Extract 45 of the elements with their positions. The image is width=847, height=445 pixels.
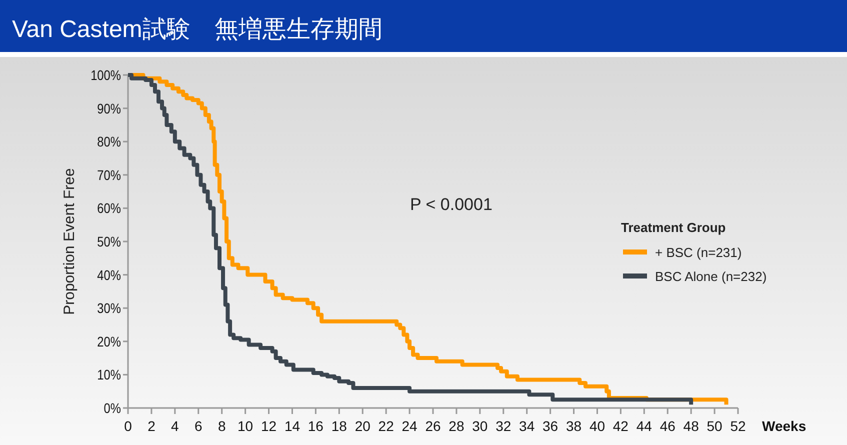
x-tick-label: 16 — [308, 418, 324, 434]
legend-label: + BSC (n=231) — [655, 245, 742, 260]
x-tick-label: 28 — [448, 418, 464, 434]
y-tick-label: 30% — [97, 300, 122, 316]
y-tick-label: 70% — [97, 166, 122, 184]
legend-title: Treatment Group — [621, 220, 726, 235]
legend-label: BSC Alone (n=232) — [655, 269, 767, 284]
x-tick-label: 10 — [238, 418, 254, 434]
x-tick-label: 12 — [260, 418, 277, 434]
x-tick-label: 48 — [683, 418, 700, 434]
x-tick-label: 32 — [496, 418, 512, 434]
x-tick-label: 40 — [589, 418, 606, 434]
y-tick-label: 50% — [97, 234, 122, 250]
x-tick-label: 4 — [171, 418, 180, 434]
x-tick-label: 2 — [148, 418, 156, 434]
y-tick-label: 60% — [97, 200, 122, 216]
x-tick-label: 24 — [402, 418, 418, 434]
y-tick-label: 10% — [97, 366, 122, 383]
x-tick-label: 8 — [218, 418, 226, 434]
x-tick-label: 20 — [354, 418, 371, 434]
x-tick-label: 44 — [636, 418, 652, 434]
x-tick-label: 22 — [378, 418, 394, 434]
x-tick-label: 42 — [612, 418, 629, 434]
y-tick-label: 20% — [97, 333, 122, 350]
x-tick-label: 52 — [730, 418, 746, 434]
x-tick-label: 14 — [284, 418, 300, 434]
y-tick-label: 80% — [97, 134, 122, 150]
x-tick-label: 18 — [331, 418, 348, 434]
x-axis-title: Weeks — [762, 418, 806, 434]
x-tick-label: 38 — [566, 418, 582, 434]
y-axis-title: Proportion Event Free — [61, 168, 78, 315]
x-tick-label: 50 — [706, 418, 723, 434]
annotation: P < 0.0001 — [410, 195, 492, 214]
x-tick-label: 34 — [519, 418, 535, 434]
y-tick-label: 90% — [97, 100, 122, 117]
x-tick-label: 6 — [194, 418, 202, 434]
x-tick-label: 0 — [124, 418, 132, 434]
x-tick-label: 26 — [425, 418, 441, 434]
x-tick-label: 30 — [472, 418, 488, 434]
y-tick-label: 100% — [90, 67, 122, 84]
x-tick-label: 36 — [542, 418, 558, 434]
x-tick-label: 46 — [660, 418, 676, 434]
y-tick-label: 40% — [97, 266, 122, 284]
y-tick-label: 0% — [104, 400, 122, 416]
chart-title: Van Castem試験 無増悪生存期間 — [12, 16, 382, 43]
